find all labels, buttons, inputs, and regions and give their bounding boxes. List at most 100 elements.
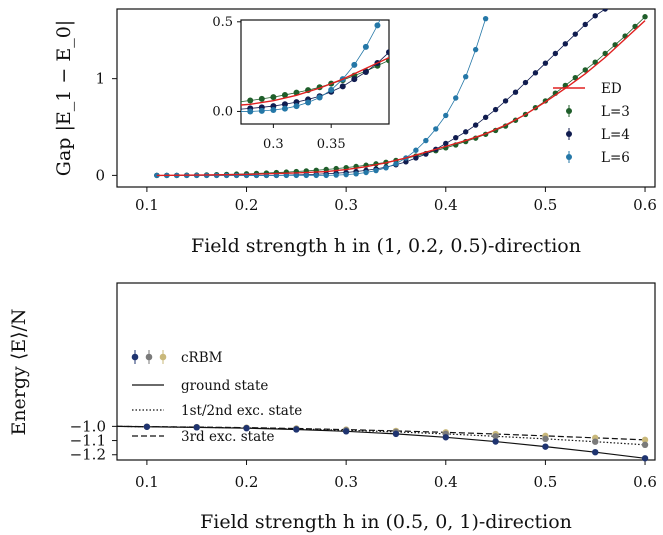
- top-series-group: [154, 0, 648, 179]
- bottom-x-tick-label: 0.4: [434, 473, 458, 491]
- top-point-l6: [353, 171, 359, 177]
- top-line-ed: [156, 20, 646, 177]
- inset-point-l3: [166, 105, 172, 111]
- top-point-l3: [572, 74, 578, 81]
- top-point-l4: [532, 70, 539, 76]
- inset-point-l4: [398, 39, 404, 45]
- top-series-ed: [156, 20, 646, 177]
- bottom-point-dotted: [542, 435, 549, 443]
- inset-point-l6: [109, 108, 115, 114]
- top-point-l6: [472, 46, 479, 53]
- bottom-y-tick-label: −1.2: [70, 446, 106, 464]
- top-point-l4: [482, 114, 489, 121]
- top-line-l3: [156, 16, 646, 176]
- bottom-point-dotted: [641, 441, 649, 449]
- top-point-l4: [572, 31, 578, 37]
- bottom-point-solid: [442, 434, 449, 441]
- top-legend: ED L=3 L=4 L=6: [553, 81, 630, 166]
- legend-crbm-label: cRBM: [181, 350, 223, 366]
- top-point-l6: [283, 172, 290, 179]
- legend-marker-l6: [566, 154, 572, 160]
- top-point-l6: [293, 172, 300, 179]
- bottom-point-solid: [342, 428, 350, 435]
- inset-point-l3: [444, 25, 450, 31]
- top-point-l4: [492, 106, 499, 113]
- inset-point-l4: [166, 108, 172, 114]
- inset-point-l6: [201, 108, 207, 114]
- inset-point-l6: [97, 108, 103, 114]
- inset-point-l6: [166, 108, 172, 114]
- bottom-y-axis-label: Energy ⟨E⟩/N: [8, 308, 30, 435]
- inset-point-l6: [281, 105, 288, 112]
- inset-point-l3: [155, 106, 161, 112]
- top-x-tick-label: 0.2: [235, 196, 259, 214]
- bottom-point-solid: [641, 455, 649, 462]
- inset-series-group: [85, 0, 485, 115]
- top-point-l6: [363, 169, 369, 176]
- inset-point-l6: [143, 108, 149, 114]
- top-point-l4: [602, 9, 608, 12]
- inset-point-l4: [409, 28, 415, 34]
- top-point-l6: [463, 74, 469, 80]
- inset-point-l6: [85, 108, 91, 114]
- bottom-x-axis-label: Field strength h in (0.5, 0, 1)-directio…: [200, 511, 572, 533]
- top-x-tick-label: 0.3: [334, 196, 358, 214]
- inset-y-tick-label: 0.0: [212, 104, 233, 119]
- top-y-ticks: 01: [95, 70, 117, 184]
- top-x-axis-label: Field strength h in (1, 0.2, 0.5)-direct…: [191, 235, 581, 257]
- bottom-x-tick-label: 0.3: [334, 473, 358, 491]
- top-point-l3: [582, 67, 588, 73]
- inset-point-l4: [85, 108, 91, 114]
- inset-point-l4: [339, 83, 346, 90]
- legend-marker-l3: [566, 108, 572, 114]
- top-point-l4: [443, 140, 449, 147]
- bottom-point-dotted: [592, 438, 599, 445]
- bottom-legend: cRBM ground state 1st/2nd exc. state 3rd…: [131, 350, 302, 445]
- inset-point-l3: [479, 0, 485, 1]
- bottom-series-1: [117, 425, 646, 446]
- inset-point-l3: [97, 108, 103, 114]
- top-point-l4: [512, 89, 519, 95]
- top-point-l3: [602, 50, 608, 57]
- inset-point-l4: [155, 108, 161, 114]
- top-x-tick-label: 0.5: [533, 196, 557, 214]
- inset-point-l4: [386, 49, 389, 56]
- inset-point-l6: [305, 99, 312, 106]
- inset-ticks: 0.3 0.35 0.0 0.5: [212, 15, 345, 152]
- bottom-point-solid: [492, 438, 499, 445]
- bottom-line-dotted: [117, 425, 646, 446]
- top-point-l6: [373, 167, 379, 174]
- inset-point-l3: [241, 100, 242, 104]
- inset-point-l3: [455, 17, 461, 23]
- bottom-series-group: [117, 423, 649, 462]
- inset-x-tick-label: 0.35: [317, 137, 346, 152]
- top-x-ticks: 0.1 0.2 0.3 0.4 0.5 0.6: [135, 187, 657, 214]
- bottom-x-tick-label: 0.2: [235, 473, 259, 491]
- top-point-l6: [383, 165, 389, 171]
- inset-point-l4: [120, 108, 126, 114]
- top-point-l4: [453, 134, 459, 141]
- bottom-point-solid: [193, 424, 200, 431]
- top-point-l4: [592, 13, 598, 19]
- top-point-l4: [552, 50, 559, 57]
- inset-point-l6: [316, 94, 323, 101]
- top-point-l4: [612, 0, 617, 5]
- top-point-l6: [482, 15, 489, 22]
- inset-point-l6: [374, 22, 381, 29]
- inset-point-l4: [143, 108, 149, 114]
- inset-point-l3: [270, 94, 277, 101]
- inset-point-l4: [97, 108, 103, 114]
- top-point-l6: [413, 147, 419, 153]
- inset-point-l6: [270, 107, 277, 114]
- bottom-x-tick-label: 0.6: [633, 473, 657, 491]
- top-point-l6: [443, 112, 449, 119]
- inset-point-l6: [189, 108, 195, 114]
- legend-crbm-markers: [131, 350, 167, 364]
- bottom-line-dashed: [117, 425, 646, 441]
- top-plot-frame: [116, 8, 656, 188]
- legend-crbm-marker: [131, 353, 139, 361]
- inset-point-l3: [258, 95, 265, 102]
- legend-ed-label: ED: [601, 81, 622, 97]
- top-point-l6: [343, 171, 349, 178]
- inset-point-l4: [201, 108, 207, 114]
